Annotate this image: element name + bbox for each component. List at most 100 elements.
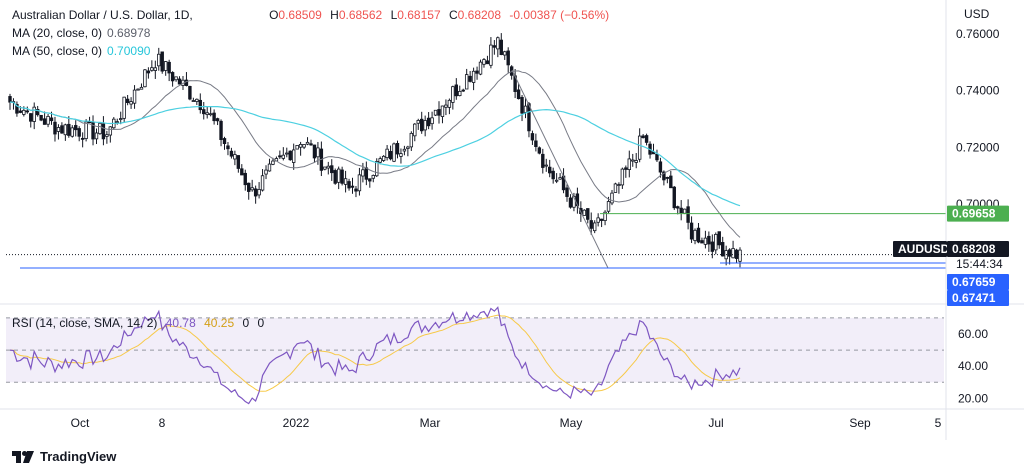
candle-body bbox=[565, 187, 569, 197]
candle-body bbox=[582, 209, 587, 216]
candle-body bbox=[70, 127, 74, 137]
candle-body bbox=[288, 150, 292, 161]
candle-body bbox=[257, 189, 261, 196]
candle-body bbox=[381, 155, 386, 161]
candle-body bbox=[375, 161, 379, 177]
candle-body bbox=[468, 75, 472, 82]
candle-body bbox=[631, 159, 635, 162]
candle-body bbox=[402, 148, 407, 152]
candle-body bbox=[710, 241, 715, 252]
time-axis-label: 8 bbox=[159, 416, 166, 430]
candle-body bbox=[707, 235, 711, 245]
candle-body bbox=[115, 121, 119, 124]
candle-body bbox=[731, 248, 735, 259]
green-level-badge[interactable]: 0.69658 bbox=[947, 205, 1009, 222]
time-axis-label: 5 bbox=[935, 416, 942, 430]
candle-body bbox=[672, 186, 676, 209]
candle-body bbox=[146, 70, 151, 74]
candle-body bbox=[240, 168, 244, 176]
candle-body bbox=[485, 60, 490, 65]
candle-body bbox=[551, 170, 555, 180]
rsi-axis-tick: 20.00 bbox=[958, 391, 988, 405]
candle-body bbox=[568, 197, 573, 208]
candle-body bbox=[22, 109, 26, 115]
candle-body bbox=[84, 121, 88, 139]
candle-body bbox=[163, 61, 168, 71]
candle-body bbox=[302, 144, 306, 148]
blue-level-badge-2-text: 0.67471 bbox=[952, 291, 996, 305]
candle-body bbox=[589, 220, 593, 229]
rsi-legend[interactable]: RSI (14, close, SMA, 14, 2) 40.78 40.25 … bbox=[12, 316, 265, 330]
candle-body bbox=[506, 50, 510, 66]
symbol-badge[interactable]: AUDUSD bbox=[893, 241, 950, 257]
candle-body bbox=[136, 88, 140, 91]
last-price-badge[interactable]: 0.68208 bbox=[947, 241, 1009, 257]
candle-body bbox=[413, 123, 417, 137]
candle-body bbox=[516, 89, 521, 100]
candle-body bbox=[537, 147, 542, 154]
time-axis-label: May bbox=[560, 416, 583, 430]
candle-body bbox=[665, 177, 670, 179]
candle-body bbox=[478, 61, 483, 75]
blue-level-badge-2[interactable]: 0.67471 bbox=[947, 290, 1009, 306]
candle-body bbox=[388, 151, 393, 160]
blue-level-badge-1-bg bbox=[947, 274, 1009, 290]
candle-body bbox=[278, 155, 282, 158]
candle-body bbox=[205, 112, 209, 115]
candle-body bbox=[433, 109, 438, 116]
candle-body bbox=[482, 59, 486, 65]
price-axis-tick: 0.72000 bbox=[956, 140, 1000, 154]
candle-body bbox=[98, 122, 102, 135]
candle-body bbox=[420, 118, 424, 132]
candle-body bbox=[655, 153, 659, 161]
candle-body bbox=[444, 104, 448, 108]
symbol-title: Australian Dollar / U.S. Dollar, 1D, bbox=[12, 8, 193, 22]
candle-body bbox=[198, 99, 202, 111]
candle-body bbox=[520, 96, 524, 114]
candle-body bbox=[357, 174, 362, 192]
tradingview-brand[interactable]: TradingView bbox=[12, 449, 116, 464]
candle-body bbox=[364, 167, 369, 180]
candle-body bbox=[170, 72, 175, 82]
candle-body bbox=[195, 98, 199, 102]
candle-body bbox=[395, 143, 400, 155]
candle-body bbox=[67, 123, 71, 136]
candle-body bbox=[160, 51, 164, 72]
candle-body bbox=[620, 168, 625, 186]
candle-body bbox=[122, 96, 126, 119]
last-price-badge-bg bbox=[947, 241, 1009, 257]
brand-name: TradingView bbox=[40, 449, 117, 464]
candle-body bbox=[523, 105, 528, 113]
price-pane[interactable] bbox=[6, 33, 946, 269]
countdown-label: 15:44:34 bbox=[956, 257, 1003, 271]
candle-body bbox=[693, 229, 697, 241]
candle-body bbox=[461, 89, 465, 92]
candle-body bbox=[641, 135, 645, 139]
candle-body bbox=[243, 172, 247, 186]
ma20-legend[interactable]: MA (20, close, 0) 0.68978 bbox=[12, 26, 151, 40]
trend-line bbox=[511, 69, 609, 269]
rsi-pane[interactable] bbox=[6, 306, 944, 405]
candle-body bbox=[548, 166, 552, 174]
candle-body bbox=[596, 217, 600, 223]
candle-body bbox=[222, 138, 227, 145]
candle-body bbox=[503, 51, 507, 56]
candle-body bbox=[264, 169, 268, 175]
candle-body bbox=[700, 240, 704, 244]
candle-body bbox=[295, 145, 299, 150]
candle-body bbox=[316, 147, 320, 158]
candle-body bbox=[119, 118, 123, 120]
candle-body bbox=[150, 67, 154, 71]
candle-body bbox=[260, 175, 265, 191]
candle-body bbox=[202, 109, 206, 115]
candle-body bbox=[361, 169, 365, 177]
ma50-legend[interactable]: MA (50, close, 0) 0.70090 bbox=[12, 44, 151, 58]
candle-body bbox=[46, 115, 50, 125]
symbol-legend[interactable]: Australian Dollar / U.S. Dollar, 1D, O0.… bbox=[12, 8, 619, 23]
candle-body bbox=[385, 148, 389, 159]
blue-level-badge-1[interactable]: 0.67659 bbox=[947, 274, 1009, 290]
candle-body bbox=[409, 132, 414, 148]
candle-body bbox=[250, 187, 254, 191]
time-axis-label: Mar bbox=[420, 416, 441, 430]
